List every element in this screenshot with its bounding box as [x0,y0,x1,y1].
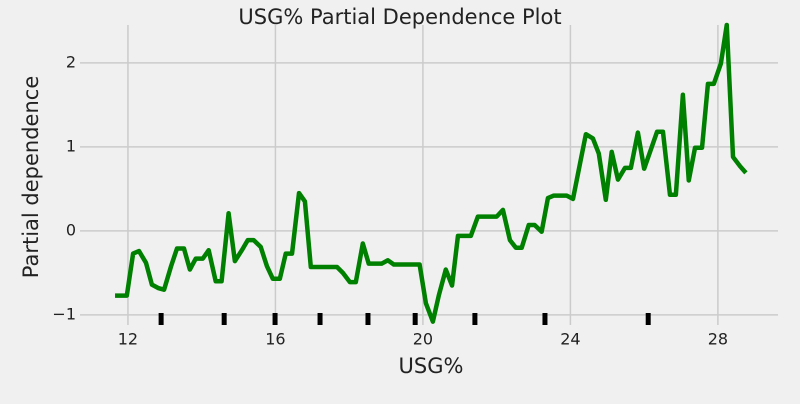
x-tick-label: 24 [560,330,580,349]
rug-mark [645,313,651,325]
rug-mark [365,313,371,325]
rug-mark [412,313,418,325]
rug-mark [221,313,227,325]
rug-mark [272,313,278,325]
rug-mark [158,313,164,325]
rug-mark [317,313,323,325]
y-tick-label: 1 [66,136,76,155]
x-tick-label: 20 [413,330,433,349]
rug-mark [542,313,548,325]
x-axis-label: USG% [399,354,464,378]
x-tick-label: 28 [708,330,728,349]
rug-mark [472,313,478,325]
x-tick-label: 12 [118,330,138,349]
y-axis-label: Partial dependence [19,76,43,279]
y-tick-label: 2 [66,52,76,71]
y-tick-label: 0 [66,220,76,239]
x-tick-label: 16 [265,330,285,349]
plot-area [115,22,748,325]
y-tick-label: −1 [52,304,76,323]
data-line [115,22,748,324]
chart-title: USG% Partial Dependence Plot [238,5,561,29]
